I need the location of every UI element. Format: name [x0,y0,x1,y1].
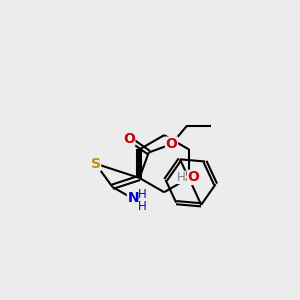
Text: H: H [138,188,146,201]
Text: N: N [128,191,139,205]
Text: O: O [187,170,199,184]
Text: S: S [91,157,100,171]
Text: H: H [177,171,186,184]
Text: O: O [166,137,177,151]
Text: H: H [138,200,146,212]
Text: O: O [123,132,135,145]
